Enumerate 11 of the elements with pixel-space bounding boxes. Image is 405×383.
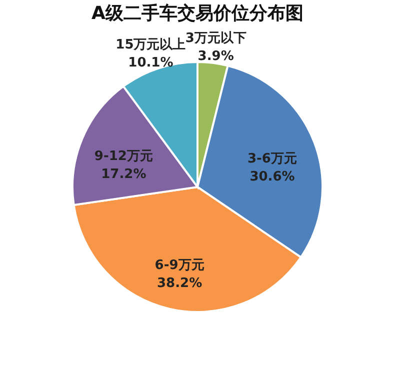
slice-label: 15万元以上 xyxy=(116,37,186,52)
slice-label: 9-12万元 xyxy=(94,149,153,164)
slice-label: 6-9万元 xyxy=(154,258,204,273)
data-label: 3.9% xyxy=(198,49,234,64)
slice-label: 3万元以下 xyxy=(185,31,246,46)
data-label: 10.1% xyxy=(128,55,174,70)
data-label: 17.2% xyxy=(101,167,146,182)
chart-title: A级二手车交易价位分布图 xyxy=(92,3,304,24)
data-label: 38.2% xyxy=(157,276,202,291)
data-label: 30.6% xyxy=(250,169,295,184)
slice-label: 3-6万元 xyxy=(247,151,297,166)
